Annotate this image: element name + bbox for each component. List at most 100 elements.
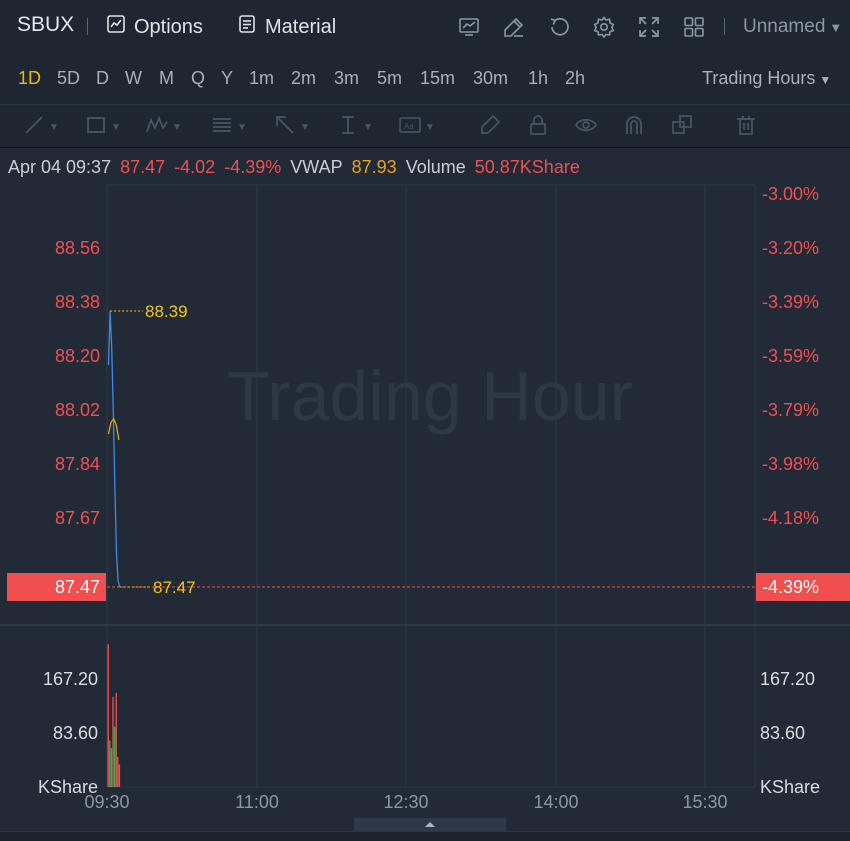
price-axis-tick: 88.20 bbox=[55, 346, 100, 366]
interval-15m[interactable]: 15m bbox=[420, 68, 456, 88]
time-axis-tick: 14:00 bbox=[533, 792, 578, 812]
document-icon bbox=[237, 14, 257, 40]
high-marker-label: 88.39 bbox=[145, 302, 188, 321]
material-label: Material bbox=[265, 15, 337, 38]
drawing-toolbar: ▼ ▼ ▼ ▼ ▼ ▼ Aa ▼ bbox=[0, 104, 850, 148]
percent-axis-tick: -3.00% bbox=[762, 184, 819, 204]
material-button[interactable]: Material bbox=[237, 14, 336, 40]
vwap-label: VWAP bbox=[290, 157, 343, 177]
volume-bar bbox=[117, 756, 119, 787]
layers-tool[interactable] bbox=[670, 114, 694, 140]
svg-text:Aa: Aa bbox=[404, 122, 414, 131]
volume-bar bbox=[109, 740, 111, 787]
text-note-tool[interactable]: Aa ▼ bbox=[398, 114, 435, 140]
layers-icon bbox=[670, 113, 694, 142]
volume-unit-label: KShare bbox=[760, 777, 820, 797]
pattern-tool[interactable]: ▼ bbox=[145, 114, 182, 140]
options-label: Options bbox=[134, 15, 203, 38]
volume-bar bbox=[110, 747, 113, 787]
lock-tool[interactable] bbox=[526, 114, 550, 140]
arrow-tool[interactable]: ▼ bbox=[273, 114, 310, 140]
options-button[interactable]: Options bbox=[106, 14, 203, 40]
percent-axis-tick: -3.59% bbox=[762, 346, 819, 366]
session-select[interactable]: Trading Hours ▼ bbox=[702, 68, 831, 89]
volume-bar bbox=[115, 693, 117, 787]
toolbar-divider bbox=[724, 18, 725, 35]
magnet-icon bbox=[622, 113, 646, 142]
magnet-tool[interactable] bbox=[622, 114, 646, 140]
brush-icon bbox=[478, 113, 502, 142]
current-percent-label: -4.39% bbox=[762, 577, 819, 597]
visibility-tool[interactable] bbox=[574, 114, 598, 140]
watermark-text: Trading Hour bbox=[227, 357, 633, 435]
current-percent-badge bbox=[756, 573, 850, 601]
price-series-line bbox=[107, 310, 121, 588]
caret-down-icon: ▼ bbox=[829, 20, 843, 35]
layout-name-label: Unnamed bbox=[743, 16, 826, 37]
interval-5d[interactable]: 5D bbox=[57, 68, 81, 88]
quote-change-pct: -4.39% bbox=[224, 157, 282, 177]
percent-axis-tick: -4.18% bbox=[762, 508, 819, 528]
current-price-label: 87.47 bbox=[55, 577, 100, 597]
interval-m[interactable]: M bbox=[159, 68, 174, 88]
vwap-series-line bbox=[107, 417, 120, 441]
trash-icon bbox=[734, 113, 758, 142]
interval-30m[interactable]: 30m bbox=[473, 68, 509, 88]
pattern-icon bbox=[145, 113, 169, 142]
interval-5m[interactable]: 5m bbox=[377, 68, 403, 88]
options-chart-icon bbox=[106, 14, 126, 40]
trend-line-icon bbox=[22, 113, 46, 142]
interval-bar: 1D 5D D W M Q Y 1m 2m 3m 5m 15m 30m 1h 2… bbox=[0, 54, 850, 104]
volume-label: Volume bbox=[405, 157, 466, 177]
measure-icon bbox=[336, 113, 360, 142]
interval-1m[interactable]: 1m bbox=[249, 68, 275, 88]
vwap-value: 87.93 bbox=[351, 157, 397, 177]
visibility-icon bbox=[574, 113, 598, 142]
time-axis-tick: 15:30 bbox=[682, 792, 727, 812]
price-axis-tick: 88.02 bbox=[55, 400, 100, 420]
panel-expand-handle[interactable] bbox=[354, 818, 506, 831]
indicators-icon[interactable] bbox=[457, 15, 481, 39]
interval-d[interactable]: D bbox=[96, 68, 109, 88]
refresh-icon[interactable] bbox=[547, 15, 571, 39]
caret-down-icon: ▼ bbox=[819, 73, 832, 87]
volume-bar bbox=[112, 696, 114, 787]
quote-datetime: Apr 04 09:37 bbox=[8, 157, 112, 177]
quote-change: -4.02 bbox=[174, 157, 216, 177]
interval-2m[interactable]: 2m bbox=[291, 68, 317, 88]
price-axis-tick: 88.56 bbox=[55, 238, 100, 258]
interval-3m[interactable]: 3m bbox=[334, 68, 360, 88]
draw-edit-icon[interactable] bbox=[502, 15, 526, 39]
interval-y[interactable]: Y bbox=[221, 68, 234, 88]
measure-tool[interactable]: ▼ bbox=[336, 114, 373, 140]
symbol-label[interactable]: SBUX bbox=[17, 13, 75, 36]
rectangle-tool[interactable]: ▼ bbox=[84, 114, 121, 140]
time-axis-tick: 09:30 bbox=[84, 792, 129, 812]
volume-bar bbox=[107, 644, 109, 787]
fullscreen-icon[interactable] bbox=[637, 15, 661, 39]
price-axis-tick: 87.84 bbox=[55, 454, 100, 474]
brush-tool[interactable] bbox=[478, 114, 502, 140]
volume-axis-tick: 167.20 bbox=[760, 669, 815, 689]
price-axis-tick: 87.67 bbox=[55, 508, 100, 528]
time-axis-tick: 12:30 bbox=[383, 792, 428, 812]
price-axis-tick: 88.38 bbox=[55, 292, 100, 312]
percent-axis-tick: -3.20% bbox=[762, 238, 819, 258]
interval-2h[interactable]: 2h bbox=[565, 68, 586, 88]
layout-grid-icon[interactable] bbox=[682, 15, 706, 39]
interval-q[interactable]: Q bbox=[191, 68, 206, 88]
interval-w[interactable]: W bbox=[125, 68, 142, 88]
fib-tool[interactable]: ▼ bbox=[210, 114, 247, 140]
bottom-strip bbox=[0, 831, 850, 841]
interval-1d[interactable]: 1D bbox=[18, 68, 42, 88]
toolbar-divider bbox=[87, 18, 88, 35]
percent-axis-tick: -3.79% bbox=[762, 400, 819, 420]
trend-line-tool[interactable]: ▼ bbox=[22, 114, 59, 140]
layout-select[interactable]: Unnamed ▼ bbox=[743, 16, 842, 38]
percent-axis-tick: -3.98% bbox=[762, 454, 819, 474]
settings-icon[interactable] bbox=[592, 15, 616, 39]
interval-1h[interactable]: 1h bbox=[528, 68, 549, 88]
trash-tool[interactable] bbox=[734, 114, 758, 140]
time-axis-tick: 11:00 bbox=[235, 792, 279, 812]
rectangle-icon bbox=[84, 113, 108, 142]
